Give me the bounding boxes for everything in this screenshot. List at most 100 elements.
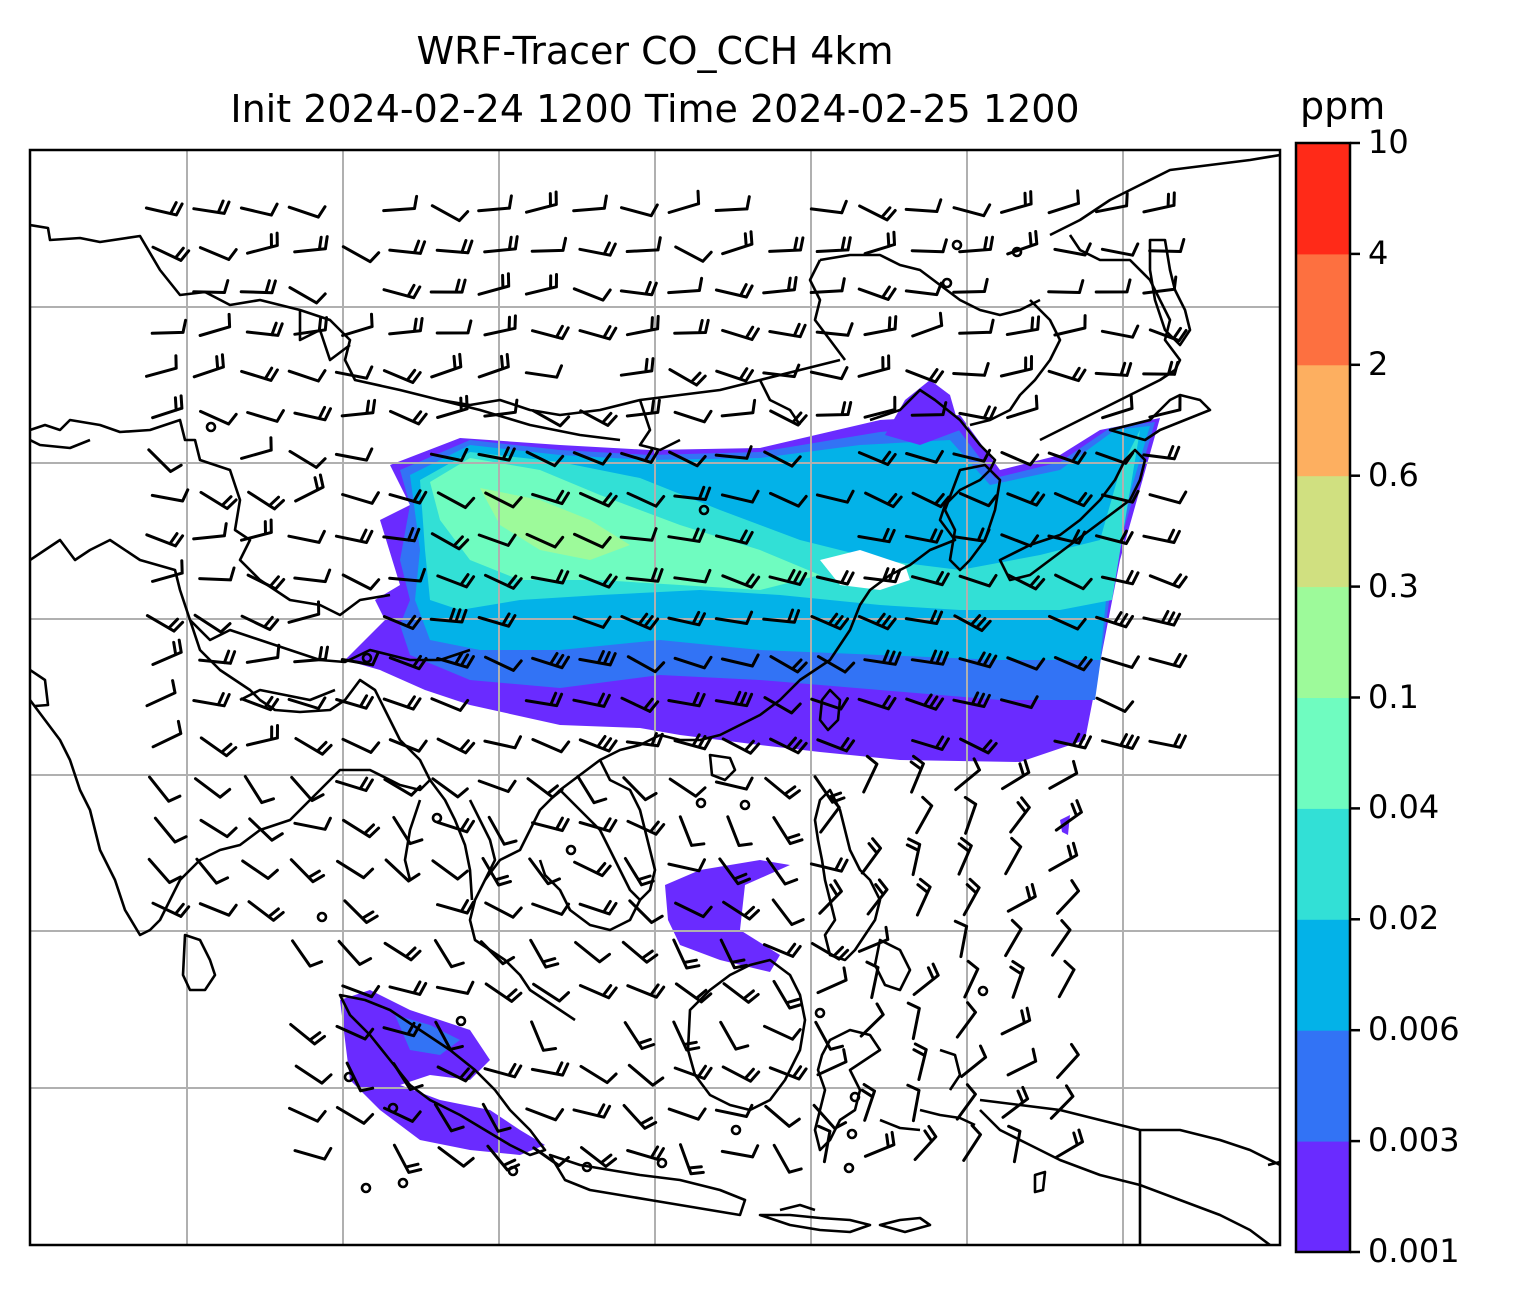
wind-barb <box>477 779 517 793</box>
wind-barb <box>484 901 523 919</box>
wind-barb <box>483 235 519 254</box>
wind-barb <box>620 448 659 464</box>
wind-barb <box>672 1020 701 1052</box>
wind-barb <box>388 489 428 505</box>
wind-barb <box>290 775 325 802</box>
wind-barb <box>1054 799 1083 832</box>
wind-barb <box>483 398 519 418</box>
wind-barb <box>199 736 238 758</box>
colorbar-segment <box>1296 808 1350 920</box>
wind-barb <box>955 1083 977 1121</box>
wind-barb <box>815 570 855 586</box>
wind-barb <box>1148 238 1186 253</box>
wind-barb <box>720 489 760 504</box>
wind-barb <box>293 1146 333 1161</box>
wind-barb <box>1101 655 1140 669</box>
wind-barb <box>818 879 843 915</box>
wind-barb <box>198 246 238 261</box>
wind-barb <box>673 733 713 751</box>
colorbar-tick-label: 4 <box>1368 233 1389 272</box>
wind-barb <box>334 365 374 380</box>
wind-barb <box>953 919 969 959</box>
colorbar-segment <box>1296 1030 1350 1142</box>
wind-barb <box>580 1146 618 1168</box>
wind-barb <box>477 612 517 628</box>
wind-barb <box>341 573 381 591</box>
wind-barb <box>389 409 428 426</box>
wind-barb <box>857 695 897 711</box>
wind-barb <box>715 529 754 545</box>
wind-barb <box>771 898 805 926</box>
wind-barb <box>626 655 666 674</box>
wind-barb <box>578 984 618 1000</box>
wind-barb <box>240 436 273 460</box>
colorbar-tick-label: 0.003 <box>1368 1121 1460 1160</box>
wind-barb <box>905 693 945 711</box>
wind-barb <box>335 1024 375 1041</box>
wind-barb <box>905 837 922 877</box>
wind-barb <box>714 283 754 299</box>
wind-barb <box>719 1020 750 1051</box>
wind-barb <box>814 1020 844 1051</box>
wind-barbs <box>144 189 1188 1176</box>
wind-barb <box>1094 191 1129 214</box>
wind-barb <box>430 204 470 223</box>
wind-barb <box>857 285 897 301</box>
wind-barb <box>906 1001 921 1041</box>
wind-barb <box>720 1144 760 1159</box>
wind-barb <box>714 690 754 708</box>
wind-barb <box>952 203 992 218</box>
wind-barb <box>910 649 949 666</box>
wind-barb <box>431 777 469 799</box>
wind-barb <box>335 1106 375 1125</box>
wind-barb <box>145 532 185 548</box>
wind-barb <box>151 245 191 262</box>
wind-barb <box>863 315 898 337</box>
colorbar-tick-label: 0.006 <box>1368 1010 1460 1049</box>
wind-barb <box>763 450 802 468</box>
wind-barb <box>1101 394 1134 420</box>
wind-barb <box>151 394 184 420</box>
wind-barb <box>578 325 618 341</box>
wind-barb <box>383 941 422 962</box>
wind-barb <box>198 649 237 665</box>
wind-barb <box>1142 275 1178 295</box>
wind-barb <box>382 527 421 543</box>
wind-barb <box>1049 1084 1075 1120</box>
wind-barb <box>430 532 470 551</box>
wind-barb <box>484 573 523 590</box>
wind-barb <box>667 276 704 295</box>
wind-barb <box>578 241 617 257</box>
wind-barb <box>722 900 760 921</box>
colorbar-tick-label: 0.04 <box>1368 788 1440 827</box>
wind-barb <box>1056 1042 1080 1079</box>
wind-barb <box>768 569 808 586</box>
wind-barb <box>529 938 560 969</box>
wind-barb <box>911 735 950 751</box>
wind-barb <box>240 614 280 631</box>
wind-barb <box>151 559 184 583</box>
wind-barb <box>484 655 523 672</box>
wind-barb <box>764 776 801 800</box>
plume-scs <box>665 860 790 972</box>
wind-barb <box>579 1064 618 1085</box>
wind-barb <box>245 321 284 337</box>
wind-barb <box>719 938 749 970</box>
wind-barb <box>525 532 565 549</box>
wind-barb <box>809 199 848 215</box>
wind-barb <box>958 492 998 508</box>
wind-barb <box>667 610 706 627</box>
wind-barb <box>958 574 998 588</box>
wind-barb <box>572 615 612 629</box>
wind-barb <box>524 273 558 296</box>
wind-barb <box>195 857 230 885</box>
wind-barb <box>1048 841 1079 872</box>
wind-barb <box>1001 759 1031 791</box>
wind-barb <box>429 607 468 624</box>
wind-barb <box>239 202 279 217</box>
wind-barb <box>625 732 664 748</box>
wind-barb <box>199 490 238 510</box>
wind-barb <box>287 529 326 544</box>
colorbar-segment <box>1296 697 1350 809</box>
